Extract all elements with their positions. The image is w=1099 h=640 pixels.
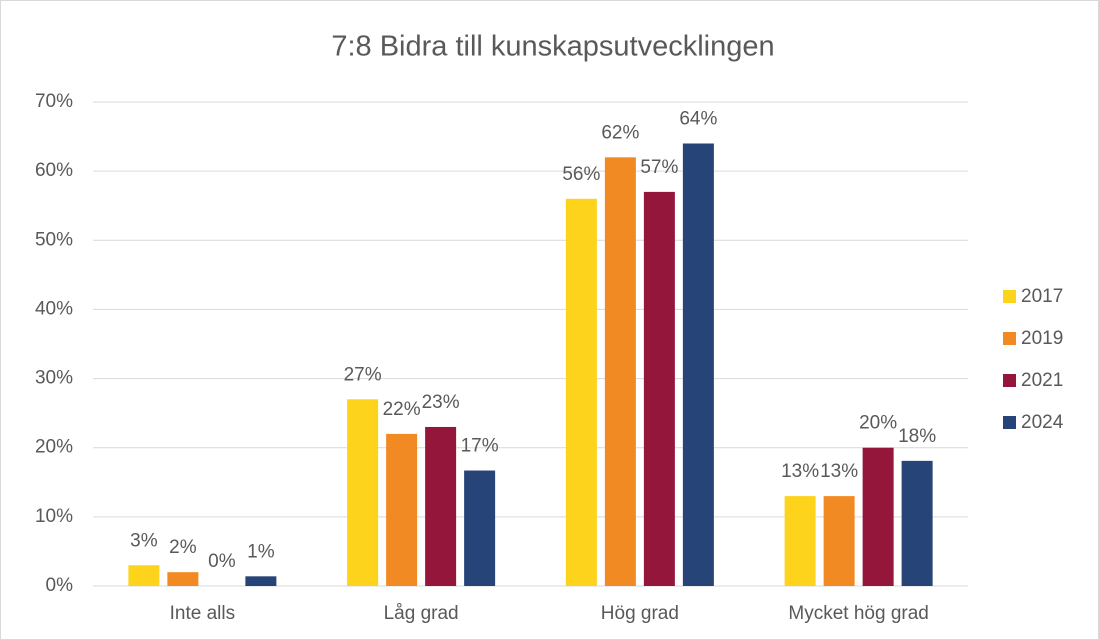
x-tick-label: Hög grad <box>601 603 679 624</box>
data-label: 0% <box>208 551 236 572</box>
bar <box>682 143 714 586</box>
data-label: 13% <box>820 461 858 482</box>
y-tick-label: 70% <box>35 91 73 112</box>
data-label: 56% <box>562 164 600 185</box>
data-label: 57% <box>640 157 678 178</box>
bar <box>464 470 496 586</box>
bar <box>823 496 855 586</box>
data-label: 62% <box>601 122 639 143</box>
y-tick-label: 60% <box>35 160 73 181</box>
data-label: 23% <box>422 392 460 413</box>
bar <box>425 426 457 586</box>
x-tick-label: Inte alls <box>170 603 235 624</box>
legend-label: 2024 <box>1021 412 1064 433</box>
legend-swatch <box>1003 332 1016 345</box>
y-tick-label: 50% <box>35 229 73 250</box>
bar <box>643 191 675 586</box>
legend-swatch <box>1003 374 1016 387</box>
data-label: 2% <box>169 537 197 558</box>
legend-swatch <box>1003 416 1016 429</box>
legend-label: 2017 <box>1021 286 1063 307</box>
legend-swatch <box>1003 290 1016 303</box>
bar <box>167 572 199 586</box>
bar <box>386 433 418 586</box>
data-label: 20% <box>859 413 897 434</box>
data-label: 27% <box>344 364 382 385</box>
bar <box>784 496 816 586</box>
bar <box>128 565 160 586</box>
bar <box>901 460 933 586</box>
legend-label: 2021 <box>1021 370 1063 391</box>
y-tick-label: 10% <box>35 506 73 527</box>
bar <box>604 157 636 587</box>
bar <box>245 576 277 586</box>
data-label: 18% <box>898 426 936 447</box>
data-label: 3% <box>130 530 158 551</box>
data-label: 22% <box>383 399 421 420</box>
bar <box>862 447 894 586</box>
data-label: 1% <box>247 541 275 562</box>
y-tick-label: 40% <box>35 298 73 319</box>
y-tick-label: 30% <box>35 368 73 389</box>
y-tick-label: 0% <box>46 575 74 596</box>
x-tick-label: Låg grad <box>384 603 459 624</box>
chart-title: 7:8 Bidra till kunskapsutvecklingen <box>331 31 774 63</box>
x-tick-label: Mycket hög grad <box>788 603 928 624</box>
data-label: 64% <box>679 109 717 130</box>
data-label: 17% <box>461 436 499 457</box>
data-label: 13% <box>781 461 819 482</box>
y-tick-label: 20% <box>35 437 73 458</box>
bar <box>347 399 379 586</box>
legend-label: 2019 <box>1021 328 1063 349</box>
bar <box>565 198 597 587</box>
